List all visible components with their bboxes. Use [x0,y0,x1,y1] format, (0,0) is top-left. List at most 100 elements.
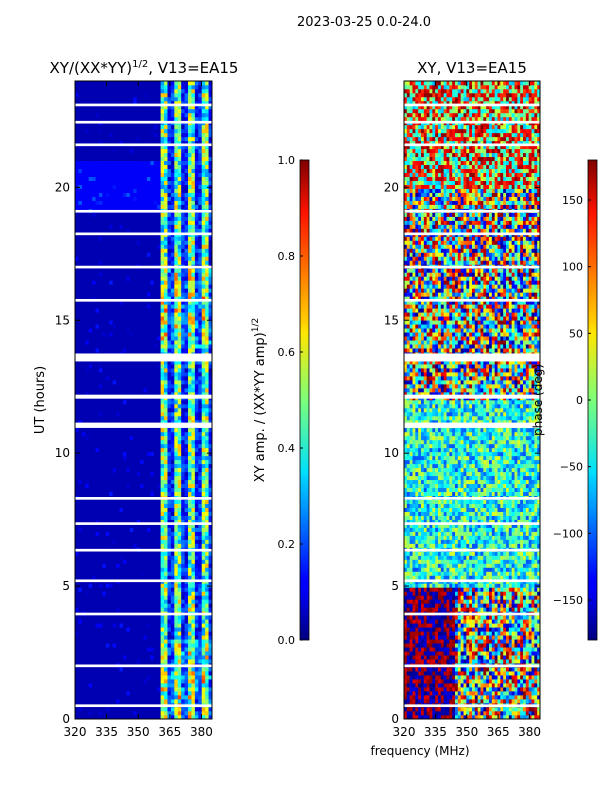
heatmap-cell [116,571,120,576]
heatmap-cell [174,427,179,433]
heatmap-cell [133,483,137,489]
heatmap-cell [153,571,158,576]
heatmap-cell [98,360,103,365]
heatmap-cell [167,635,172,640]
heatmap-cell [167,256,172,261]
heatmap-cell [78,519,83,524]
heatmap-cell [174,479,179,485]
heatmap-cell [164,435,168,441]
heatmap-cell [184,260,189,265]
heatmap-cell [174,316,179,321]
heatmap-cell [129,635,134,640]
heatmap-cell [208,475,212,481]
heatmap-cell [133,364,137,369]
heatmap-cell [181,531,185,536]
heatmap-cell [133,451,137,457]
heatmap-cell [81,683,86,688]
heatmap-cell [150,407,155,413]
heatmap-cell [75,220,79,225]
heatmap-cell [133,415,137,421]
heatmap-cell [170,471,175,477]
heatmap-cell [85,615,89,620]
heatmap-cell [184,583,189,588]
heatmap-cell [177,400,182,405]
heatmap-cell [105,575,110,580]
heatmap-cell [174,659,179,664]
heatmap-cell [194,539,199,544]
heatmap-cell [122,292,127,297]
heatmap-cell [143,707,148,712]
heatmap-cell [143,623,148,628]
heatmap-cell [78,403,83,409]
heatmap-cell [88,679,93,684]
heatmap-cell [153,551,158,556]
heatmap-cell [78,248,83,253]
heatmap-cell [116,388,120,393]
heatmap-cell [167,527,172,532]
heatmap-cell [95,332,100,337]
heatmap-cell [95,595,100,600]
heatmap-cell [126,340,131,345]
heatmap-cell [105,483,110,489]
heatmap-cell [157,615,161,620]
heatmap-cell [116,527,120,532]
heatmap-cell [95,376,100,381]
heatmap-cell [191,567,196,572]
heatmap-cell [140,236,144,241]
heatmap-cell [164,268,168,273]
heatmap-cell [102,707,107,712]
heatmap-cell [78,304,83,309]
heatmap-cell [184,240,189,245]
heatmap-cell [167,515,172,520]
heatmap-cell [88,715,93,719]
heatmap-cell [157,220,161,225]
heatmap-cell [191,507,196,512]
heatmap-cell [191,591,196,596]
heatmap-cell [92,563,96,568]
heatmap-cell [143,419,148,425]
heatmap-cell [98,515,103,520]
heatmap-cell [119,463,124,469]
heatmap-cell [150,519,155,524]
heatmap-cell [143,475,148,481]
heatmap-cell [143,320,148,325]
heatmap-cell [194,419,199,425]
heatmap-cell [88,567,93,572]
heatmap-cell [98,483,103,489]
heatmap-cell [153,511,158,516]
heatmap-cell [116,467,120,473]
heatmap-cell [167,400,172,405]
heatmap-cell [78,591,83,596]
heatmap-cell [181,619,185,624]
heatmap-cell [150,523,155,528]
heatmap-cell [129,659,134,664]
heatmap-cell [119,240,124,245]
heatmap-cell [81,691,86,696]
heatmap-cell [191,467,196,473]
heatmap-cell [126,348,131,353]
heatmap-cell [174,411,179,417]
heatmap-cell [88,439,93,445]
heatmap-cell [177,615,182,620]
heatmap-cell [116,260,120,265]
heatmap-cell [143,316,148,321]
heatmap-cell [78,567,83,572]
heatmap-cell [198,392,203,397]
heatmap-cell [98,407,103,413]
heatmap-cell [92,272,96,277]
heatmap-cell [181,459,185,465]
heatmap-cell [194,527,199,532]
heatmap-cell [78,691,83,696]
heatmap-cell [194,551,199,556]
heatmap-cell [136,551,141,556]
heatmap-cell [160,292,165,297]
heatmap-cell [198,224,203,229]
heatmap-cell [170,635,175,640]
heatmap-cell [150,683,155,688]
heatmap-cell [129,407,134,413]
heatmap-cell [88,543,93,548]
heatmap-cell [102,691,107,696]
heatmap-cell [157,451,161,457]
heatmap-cell [143,551,148,556]
heatmap-cell [105,276,110,281]
